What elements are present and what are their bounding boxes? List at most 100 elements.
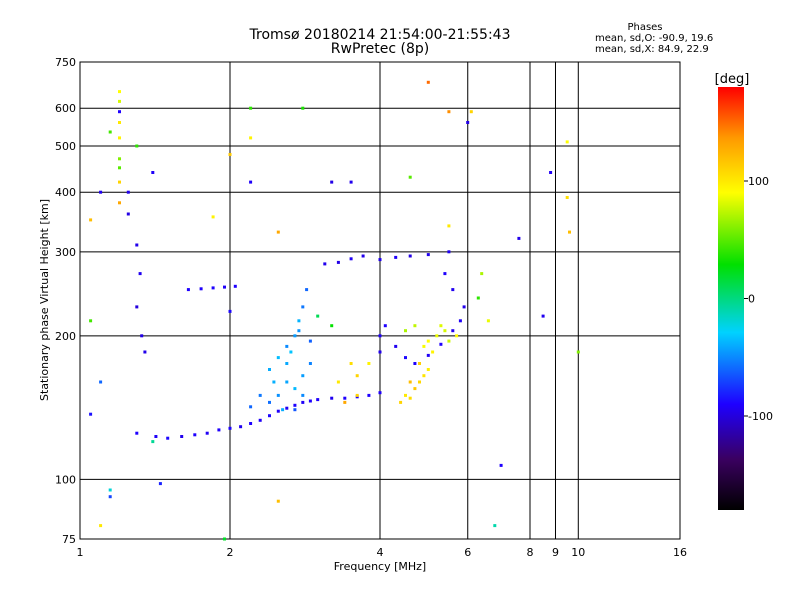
data-point [108, 495, 112, 499]
data-point [89, 218, 93, 222]
x-tick-label: 8 [527, 546, 534, 559]
data-point [418, 362, 421, 365]
data-point [135, 144, 139, 148]
data-point [289, 350, 293, 354]
data-point [361, 254, 365, 258]
data-point [480, 272, 484, 276]
data-point [186, 288, 190, 292]
data-point [135, 243, 139, 247]
data-point [118, 121, 121, 124]
x-axis-label: Frequency [MHz] [334, 560, 426, 573]
x-tick-label: 1 [77, 546, 84, 559]
data-point [408, 175, 412, 179]
data-point [404, 329, 407, 333]
data-point [285, 406, 289, 410]
x-tick-label: 2 [227, 546, 234, 559]
data-point [431, 350, 435, 354]
data-point [138, 272, 142, 276]
data-point [118, 157, 121, 161]
data-point [308, 399, 312, 403]
data-point [426, 253, 430, 257]
data-point [517, 236, 521, 240]
data-point [378, 334, 382, 338]
data-point [118, 136, 121, 140]
data-point [140, 334, 144, 338]
data-point [418, 380, 421, 384]
data-point [422, 374, 426, 378]
y-tick-label: 750 [55, 56, 76, 69]
data-point [99, 190, 103, 194]
data-point [447, 250, 451, 254]
data-point [541, 314, 545, 318]
data-point [462, 305, 466, 309]
data-point [205, 431, 209, 435]
x-tick-label: 6 [464, 546, 471, 559]
y-tick-label: 300 [55, 246, 76, 259]
data-point [349, 362, 353, 365]
data-point [426, 368, 430, 371]
data-point [223, 537, 226, 541]
y-tick-label: 200 [55, 330, 76, 343]
data-point [336, 260, 340, 264]
data-point [228, 309, 232, 313]
data-point [154, 435, 158, 438]
data-point [408, 380, 412, 384]
data-point [343, 400, 347, 404]
data-point [126, 190, 130, 194]
data-point [355, 374, 359, 378]
data-point [565, 196, 569, 199]
data-point [458, 319, 462, 323]
y-tick-label: 75 [62, 533, 76, 546]
data-point [349, 180, 353, 184]
data-point [435, 334, 439, 338]
data-point [223, 285, 226, 289]
data-point [323, 262, 327, 266]
data-point [349, 257, 353, 261]
data-point [268, 400, 271, 404]
data-point [301, 400, 305, 404]
data-point [233, 284, 237, 288]
x-tick-label: 10 [571, 546, 585, 559]
data-point [166, 436, 170, 440]
data-point [89, 412, 93, 416]
data-point [301, 305, 305, 309]
data-point [399, 400, 403, 404]
data-point [394, 344, 398, 348]
data-point [276, 393, 280, 397]
data-point [301, 106, 305, 110]
data-point [426, 353, 430, 357]
data-point [404, 393, 407, 397]
data-point [258, 418, 262, 422]
data-point [301, 393, 305, 397]
data-point [268, 368, 271, 371]
data-point [180, 435, 184, 438]
data-point [293, 403, 297, 407]
data-point [118, 201, 121, 205]
data-point [118, 99, 121, 103]
data-point [451, 288, 455, 292]
data-point [330, 396, 334, 400]
data-point [426, 80, 430, 84]
y-tick-label: 400 [55, 186, 76, 199]
data-point [408, 254, 412, 258]
data-point [330, 324, 334, 328]
data-points [89, 80, 580, 541]
data-point [308, 339, 312, 343]
data-point [413, 362, 417, 365]
data-point [228, 426, 232, 430]
data-point [143, 350, 147, 354]
data-point [158, 482, 162, 486]
data-point [118, 166, 121, 170]
data-point [293, 334, 297, 338]
data-point [276, 409, 280, 413]
data-point [268, 414, 271, 418]
data-point [549, 171, 553, 174]
data-point [249, 405, 253, 409]
x-tick-label: 4 [377, 546, 384, 559]
data-point [378, 391, 382, 395]
data-point [565, 140, 569, 144]
data-point [367, 362, 371, 365]
data-point [568, 230, 571, 234]
y-tick-label: 500 [55, 140, 76, 153]
data-point [305, 288, 309, 292]
